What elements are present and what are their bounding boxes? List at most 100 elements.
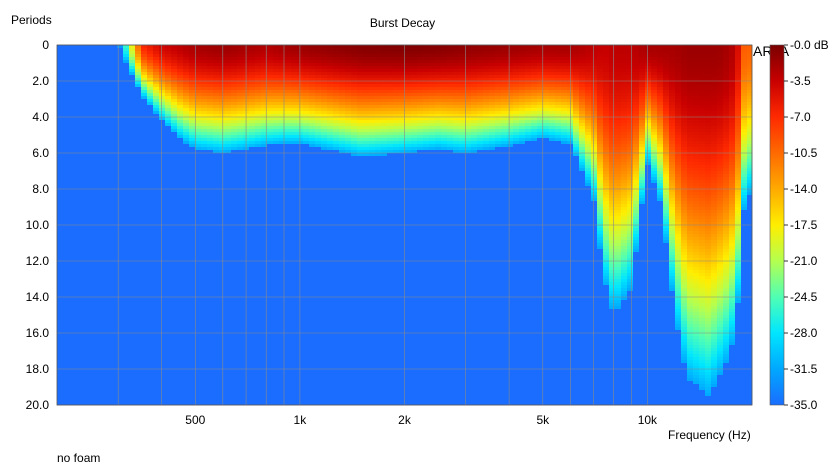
heatmap-cell bbox=[237, 81, 244, 85]
heatmap-cell bbox=[261, 258, 268, 262]
heatmap-cell bbox=[261, 399, 268, 403]
heatmap-cell bbox=[255, 69, 262, 73]
heatmap-cell bbox=[171, 273, 178, 277]
heatmap-cell bbox=[147, 123, 154, 127]
heatmap-cell bbox=[93, 282, 100, 286]
heatmap-cell bbox=[135, 129, 142, 133]
heatmap-cell bbox=[255, 153, 262, 157]
heatmap-cell bbox=[57, 309, 64, 313]
heatmap-cell bbox=[111, 276, 118, 280]
heatmap-cell bbox=[129, 393, 136, 397]
heatmap-cell bbox=[135, 135, 142, 139]
heatmap-cell bbox=[81, 315, 88, 319]
heatmap-cell bbox=[69, 150, 76, 154]
heatmap-cell bbox=[129, 177, 136, 181]
heatmap-cell bbox=[147, 102, 154, 106]
heatmap-cell bbox=[75, 387, 82, 391]
heatmap-cell bbox=[153, 81, 160, 85]
heatmap-cell bbox=[129, 234, 136, 238]
heatmap-cell bbox=[213, 279, 220, 283]
heatmap-cell bbox=[159, 297, 166, 301]
heatmap-cell bbox=[105, 192, 112, 196]
heatmap-cell bbox=[69, 96, 76, 100]
heatmap-cell bbox=[273, 126, 280, 130]
heatmap-cell bbox=[105, 93, 112, 97]
heatmap-cell bbox=[135, 195, 142, 199]
heatmap-cell bbox=[189, 201, 196, 205]
heatmap-cell bbox=[303, 180, 310, 184]
heatmap-cell bbox=[117, 75, 124, 79]
heatmap-cell bbox=[213, 390, 220, 394]
heatmap-cell bbox=[279, 276, 286, 280]
heatmap-cell bbox=[171, 243, 178, 247]
heatmap-cell bbox=[117, 315, 124, 319]
heatmap-cell bbox=[75, 231, 82, 235]
heatmap-cell bbox=[261, 222, 268, 226]
heatmap-cell bbox=[159, 192, 166, 196]
heatmap-cell bbox=[225, 393, 232, 397]
heatmap-cell bbox=[225, 267, 232, 271]
heatmap-cell bbox=[195, 387, 202, 391]
heatmap-cell bbox=[213, 348, 220, 352]
heatmap-cell bbox=[63, 255, 70, 259]
heatmap-cell bbox=[147, 117, 154, 121]
heatmap-cell bbox=[141, 273, 148, 277]
heatmap-cell bbox=[213, 192, 220, 196]
heatmap-cell bbox=[171, 93, 178, 97]
heatmap-cell bbox=[225, 201, 232, 205]
heatmap-cell bbox=[147, 306, 154, 310]
heatmap-cell bbox=[123, 396, 130, 400]
heatmap-cell bbox=[171, 303, 178, 307]
heatmap-cell bbox=[159, 171, 166, 175]
heatmap-cell bbox=[105, 288, 112, 292]
heatmap-cell bbox=[87, 363, 94, 367]
heatmap-cell bbox=[147, 72, 154, 76]
heatmap-cell bbox=[99, 66, 106, 70]
heatmap-cell bbox=[267, 132, 274, 136]
heatmap-cell bbox=[93, 261, 100, 265]
heatmap-cell bbox=[267, 300, 274, 304]
heatmap-cell bbox=[147, 108, 154, 112]
heatmap-cell bbox=[249, 84, 256, 88]
heatmap-cell bbox=[273, 117, 280, 121]
heatmap-cell bbox=[183, 345, 190, 349]
heatmap-cell bbox=[129, 237, 136, 241]
heatmap-cell bbox=[267, 228, 274, 232]
heatmap-cell bbox=[207, 210, 214, 214]
heatmap-cell bbox=[117, 189, 124, 193]
heatmap-cell bbox=[111, 261, 118, 265]
heatmap-cell bbox=[81, 135, 88, 139]
heatmap-cell bbox=[117, 291, 124, 295]
heatmap-cell bbox=[147, 195, 154, 199]
heatmap-cell bbox=[93, 318, 100, 322]
heatmap-cell bbox=[93, 108, 100, 112]
heatmap-cell bbox=[117, 120, 124, 124]
heatmap-cell bbox=[141, 168, 148, 172]
heatmap-cell bbox=[159, 87, 166, 91]
heatmap-cell bbox=[207, 252, 214, 256]
heatmap-cell bbox=[81, 219, 88, 223]
heatmap-cell bbox=[111, 216, 118, 220]
heatmap-cell bbox=[177, 81, 184, 85]
heatmap-cell bbox=[219, 75, 226, 79]
heatmap-cell bbox=[93, 132, 100, 136]
heatmap-cell bbox=[231, 324, 238, 328]
heatmap-cell bbox=[93, 150, 100, 154]
heatmap-cell bbox=[231, 48, 238, 52]
heatmap-cell bbox=[213, 261, 220, 265]
heatmap-cell bbox=[63, 54, 70, 58]
heatmap-cell bbox=[87, 333, 94, 337]
heatmap-cell bbox=[267, 222, 274, 226]
heatmap-cell bbox=[237, 291, 244, 295]
heatmap-cell bbox=[87, 138, 94, 142]
heatmap-cell bbox=[93, 342, 100, 346]
heatmap-cell bbox=[135, 396, 142, 400]
heatmap-cell bbox=[87, 57, 94, 61]
heatmap-cell bbox=[69, 396, 76, 400]
heatmap-cell bbox=[237, 84, 244, 88]
heatmap-cell bbox=[81, 300, 88, 304]
heatmap-cell bbox=[279, 378, 286, 382]
heatmap-cell bbox=[177, 381, 184, 385]
heatmap-cell bbox=[285, 60, 292, 64]
heatmap-cell bbox=[195, 99, 202, 103]
